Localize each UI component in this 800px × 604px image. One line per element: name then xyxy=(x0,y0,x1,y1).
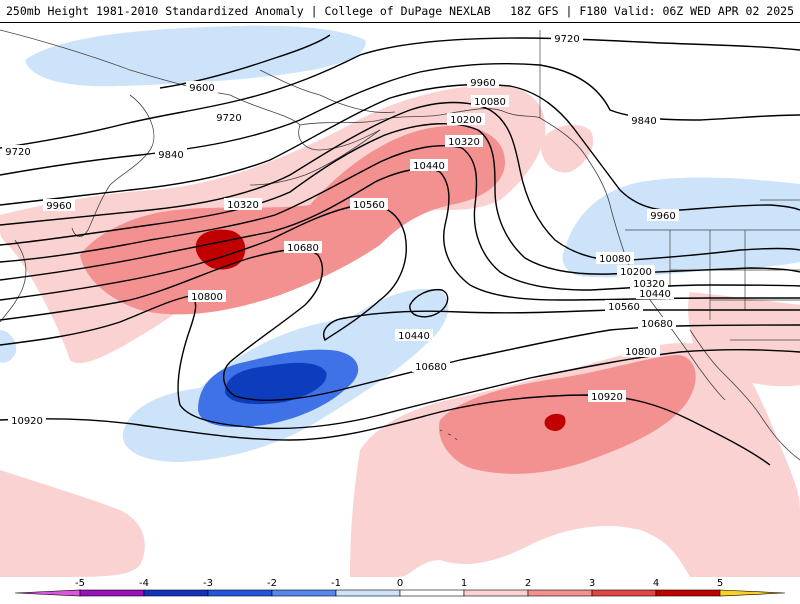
contour-10080 xyxy=(0,101,800,262)
contour-label: 10560 xyxy=(353,200,385,211)
anomaly-region xyxy=(25,25,366,87)
anomaly-map: 9600 9720 9720 9720 9840 9840 9960 9960 … xyxy=(0,22,800,577)
colorbar-tick-label: 4 xyxy=(653,578,659,589)
contour-label: 10440 xyxy=(639,289,671,300)
contour-label: 10320 xyxy=(633,279,665,290)
contour-10440-closed xyxy=(409,288,449,318)
colorbar-swatch xyxy=(399,589,465,597)
contour-label: 10080 xyxy=(599,254,631,265)
contour-label: 9960 xyxy=(650,211,675,222)
colorbar-swatch xyxy=(271,589,337,597)
contour-label: 10440 xyxy=(398,331,430,342)
contour-label: 10200 xyxy=(450,115,482,126)
colorbar-swatch xyxy=(527,589,593,597)
anomaly-region xyxy=(225,362,327,405)
colorbar-tick-label: -2 xyxy=(267,578,277,589)
contour-label: 9960 xyxy=(46,201,71,212)
contour-label: 10320 xyxy=(448,137,480,148)
contour-label: 9840 xyxy=(158,150,183,161)
colorbar-legend: -5 -4 -3 -2 -1 0 1 2 3 4 5 xyxy=(0,577,800,600)
contour-labels: 9600 9720 9720 9720 9840 9840 9960 9960 … xyxy=(2,32,679,427)
colorbar-tick-label: -5 xyxy=(75,578,85,589)
anomaly-region xyxy=(439,355,696,474)
colorbar-swatch xyxy=(143,589,209,597)
colorbar-tick-label: 1 xyxy=(461,578,467,589)
colorbar-arrow-high xyxy=(719,589,786,597)
colorbar-tick-label: 2 xyxy=(525,578,531,589)
contour-9960 xyxy=(0,83,800,212)
contour-label: 10680 xyxy=(641,319,673,330)
colorbar-tick-label: 3 xyxy=(589,578,595,589)
contour-9720 xyxy=(0,37,800,149)
colorbar-swatch xyxy=(207,589,273,597)
model-run-info: 18Z GFS | F180 Valid: 06Z WED APR 02 202… xyxy=(510,4,794,18)
anomaly-region xyxy=(0,330,17,363)
contour-label: 9720 xyxy=(554,34,579,45)
colorbar-tick-label: 5 xyxy=(717,578,723,589)
contour-label: 10680 xyxy=(415,362,447,373)
colorbar-tick-label: -3 xyxy=(203,578,213,589)
contour-label: 10800 xyxy=(625,347,657,358)
contour-label: 10200 xyxy=(620,267,652,278)
colorbar-swatch xyxy=(335,589,401,597)
map-header: 250mb Height 1981-2010 Standardized Anom… xyxy=(0,0,800,23)
contour-label: 10920 xyxy=(591,392,623,403)
contour-label: 9720 xyxy=(216,113,241,124)
colorbar-swatch xyxy=(655,589,721,597)
contour-10560 xyxy=(0,203,800,342)
negative-anomaly-shading xyxy=(0,25,800,462)
map-title: 250mb Height 1981-2010 Standardized Anom… xyxy=(6,4,491,18)
contour-label: 9600 xyxy=(189,83,214,94)
contour-label: 10320 xyxy=(227,200,259,211)
contour-label: 10560 xyxy=(608,302,640,313)
contour-label: 10080 xyxy=(474,97,506,108)
contour-10800 xyxy=(0,295,800,430)
colorbar-tick-label: -4 xyxy=(139,578,149,589)
contour-label: 10920 xyxy=(11,416,43,427)
colorbar-swatch xyxy=(463,589,529,597)
contour-10920 xyxy=(0,394,771,466)
colorbar-arrow-low xyxy=(14,589,81,597)
contour-label: 9840 xyxy=(631,116,656,127)
anomaly-region xyxy=(0,470,145,577)
colorbar-tick-label: 0 xyxy=(397,578,403,589)
colorbar-swatch xyxy=(591,589,657,597)
anomaly-region xyxy=(544,413,566,431)
colorbar: -5 -4 -3 -2 -1 0 1 2 3 4 5 xyxy=(14,578,786,597)
contour-label: 10680 xyxy=(287,243,319,254)
colorbar-tick-label: -1 xyxy=(331,578,341,589)
contour-label: 10800 xyxy=(191,292,223,303)
contour-10680 xyxy=(0,248,800,401)
contour-label: 10440 xyxy=(413,161,445,172)
colorbar-swatch xyxy=(79,589,145,597)
contour-label: 9960 xyxy=(470,78,495,89)
contour-9840 xyxy=(0,62,800,176)
contour-label: 9720 xyxy=(5,147,30,158)
